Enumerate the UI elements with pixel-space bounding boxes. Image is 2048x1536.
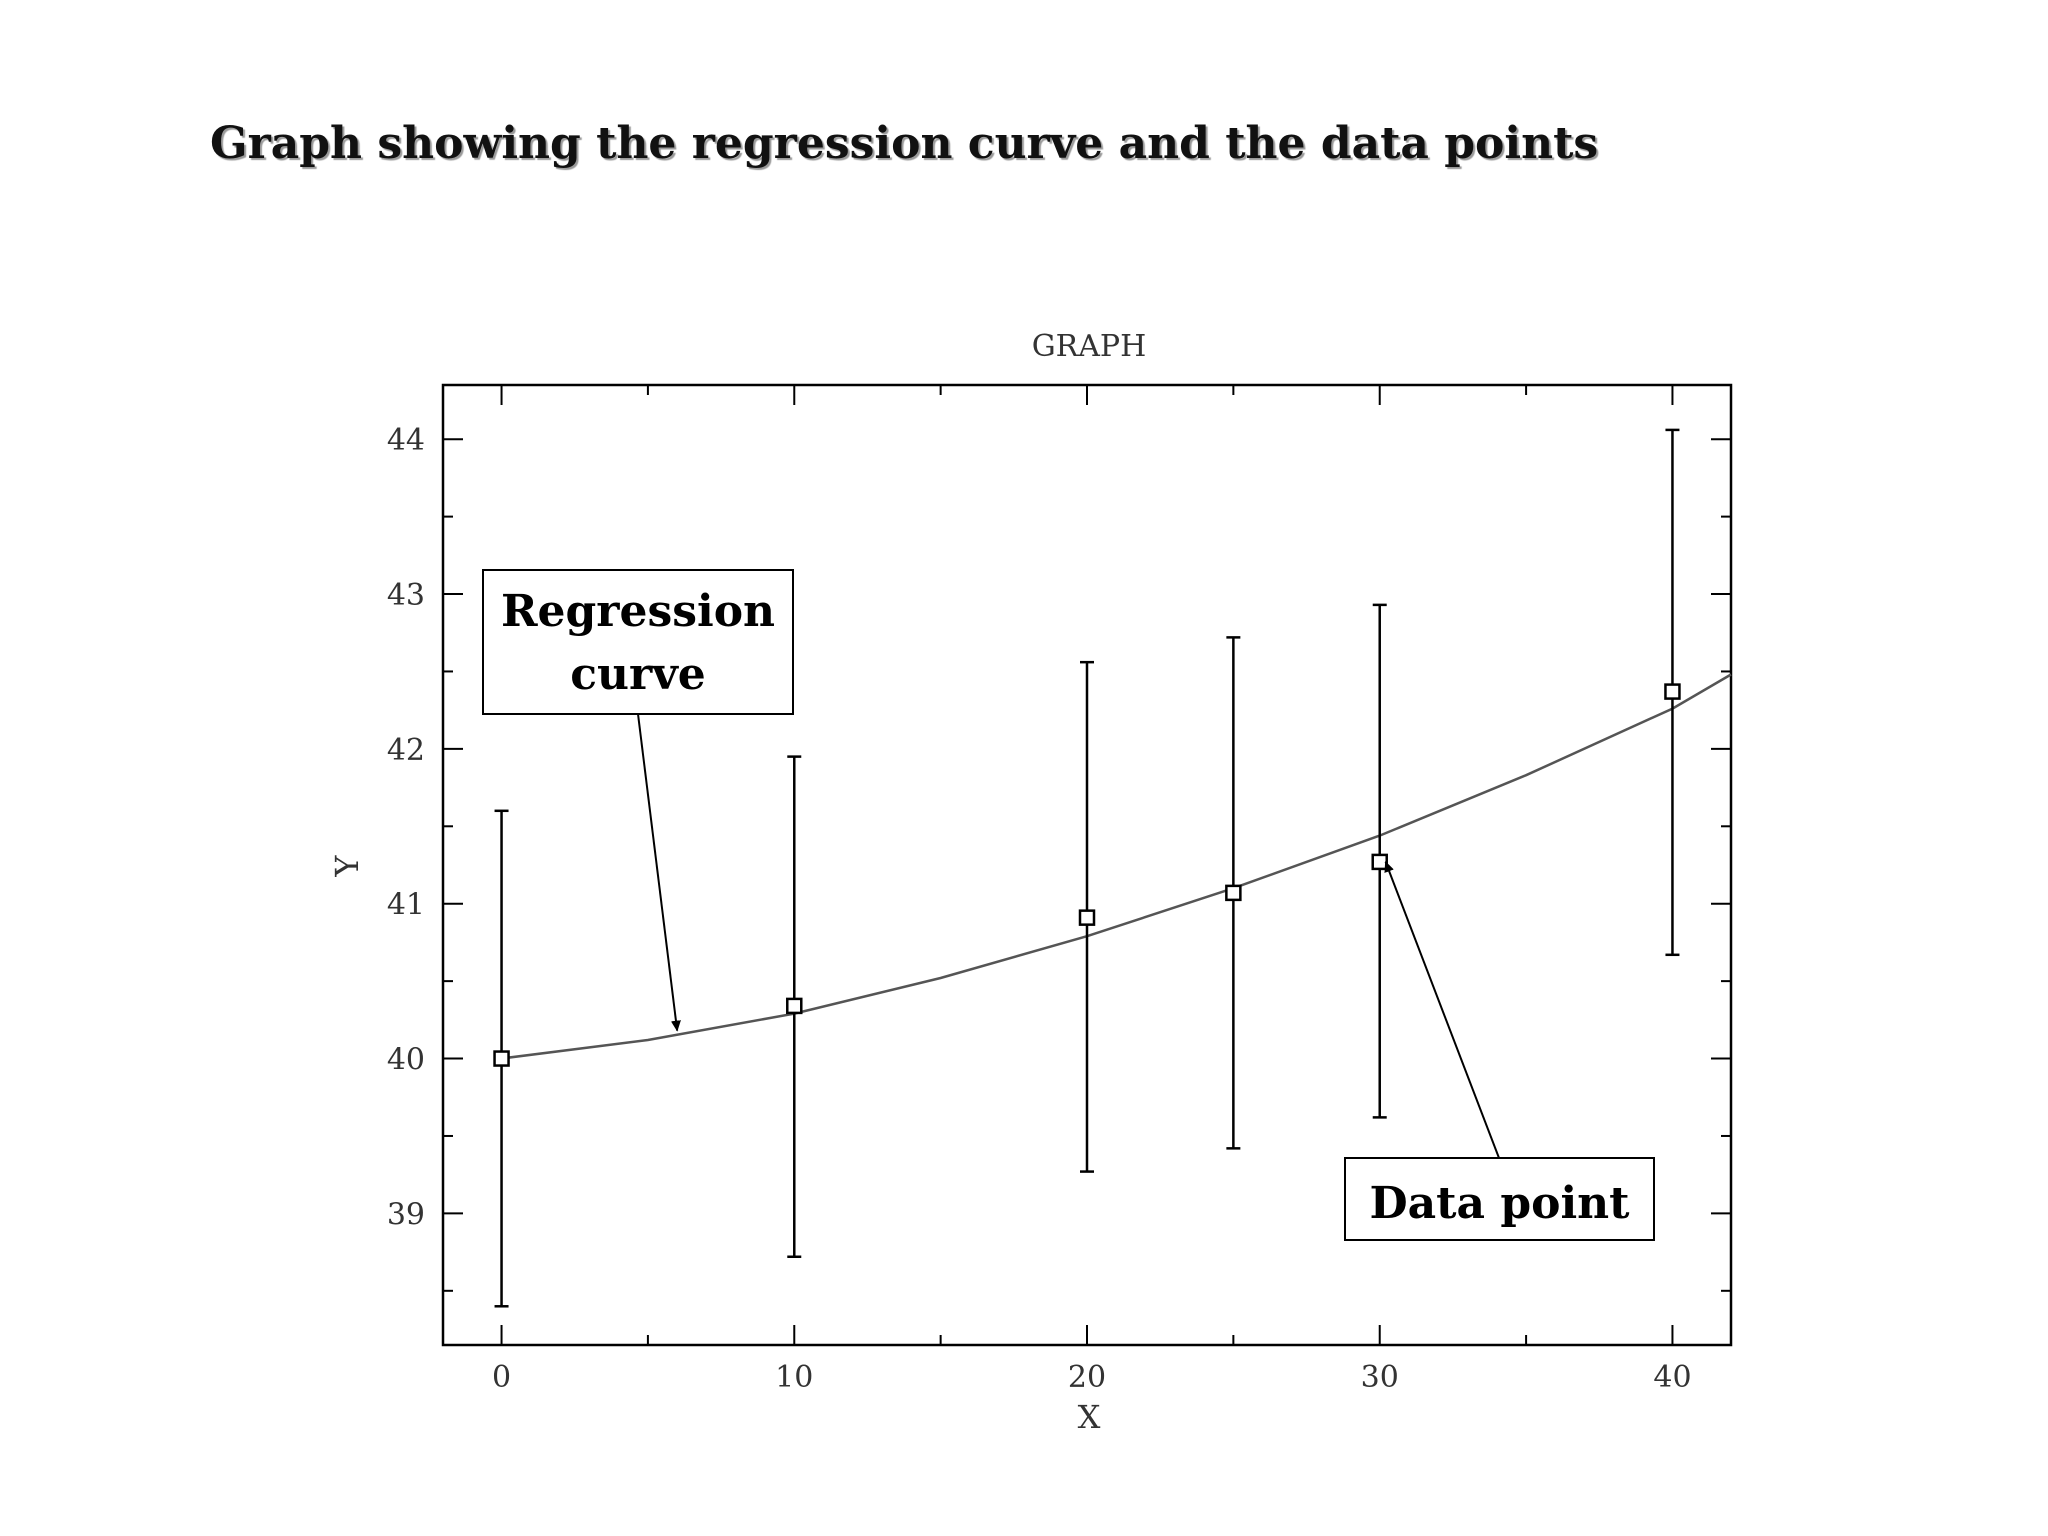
- y-tick-label: 42: [387, 733, 425, 768]
- x-tick-label: 0: [492, 1360, 511, 1395]
- y-axis-label: Y: [328, 855, 366, 878]
- x-tick-label: 40: [1653, 1360, 1691, 1395]
- data-point-marker: [1371, 853, 1388, 871]
- y-tick-label: 40: [387, 1043, 425, 1078]
- x-axis-label: X: [1078, 1398, 1101, 1436]
- y-tick-label: 41: [387, 888, 425, 923]
- y-tick-label: 43: [387, 578, 425, 613]
- data-point-marker: [493, 1050, 510, 1067]
- regression-curve-callout-text: Regression: [501, 586, 775, 637]
- chart-title: GRAPH: [1032, 329, 1147, 364]
- data-point-marker: [1664, 683, 1681, 700]
- x-tick-label: 10: [775, 1360, 813, 1395]
- y-tick-label: 44: [387, 423, 425, 458]
- data-point-callout-arrow: [1384, 860, 1500, 1159]
- data-point-marker: [1225, 884, 1242, 902]
- y-tick-label: 39: [387, 1197, 425, 1232]
- regression-curve-callout-text: curve: [570, 649, 706, 700]
- x-tick-label: 20: [1068, 1360, 1106, 1395]
- data-point-marker: [786, 997, 803, 1015]
- regression-curve-callout-arrow: [637, 713, 681, 1032]
- data-point-marker: [1078, 909, 1096, 926]
- x-tick-label: 30: [1361, 1360, 1399, 1395]
- regression-curve-callout-box: [482, 569, 794, 715]
- data-point-callout-text: Data point: [1370, 1178, 1631, 1229]
- page-heading: Graph showing the regression curve and t…: [210, 118, 1599, 169]
- regression-curve: [501, 673, 1732, 1060]
- data-point-callout-box: [1344, 1157, 1655, 1241]
